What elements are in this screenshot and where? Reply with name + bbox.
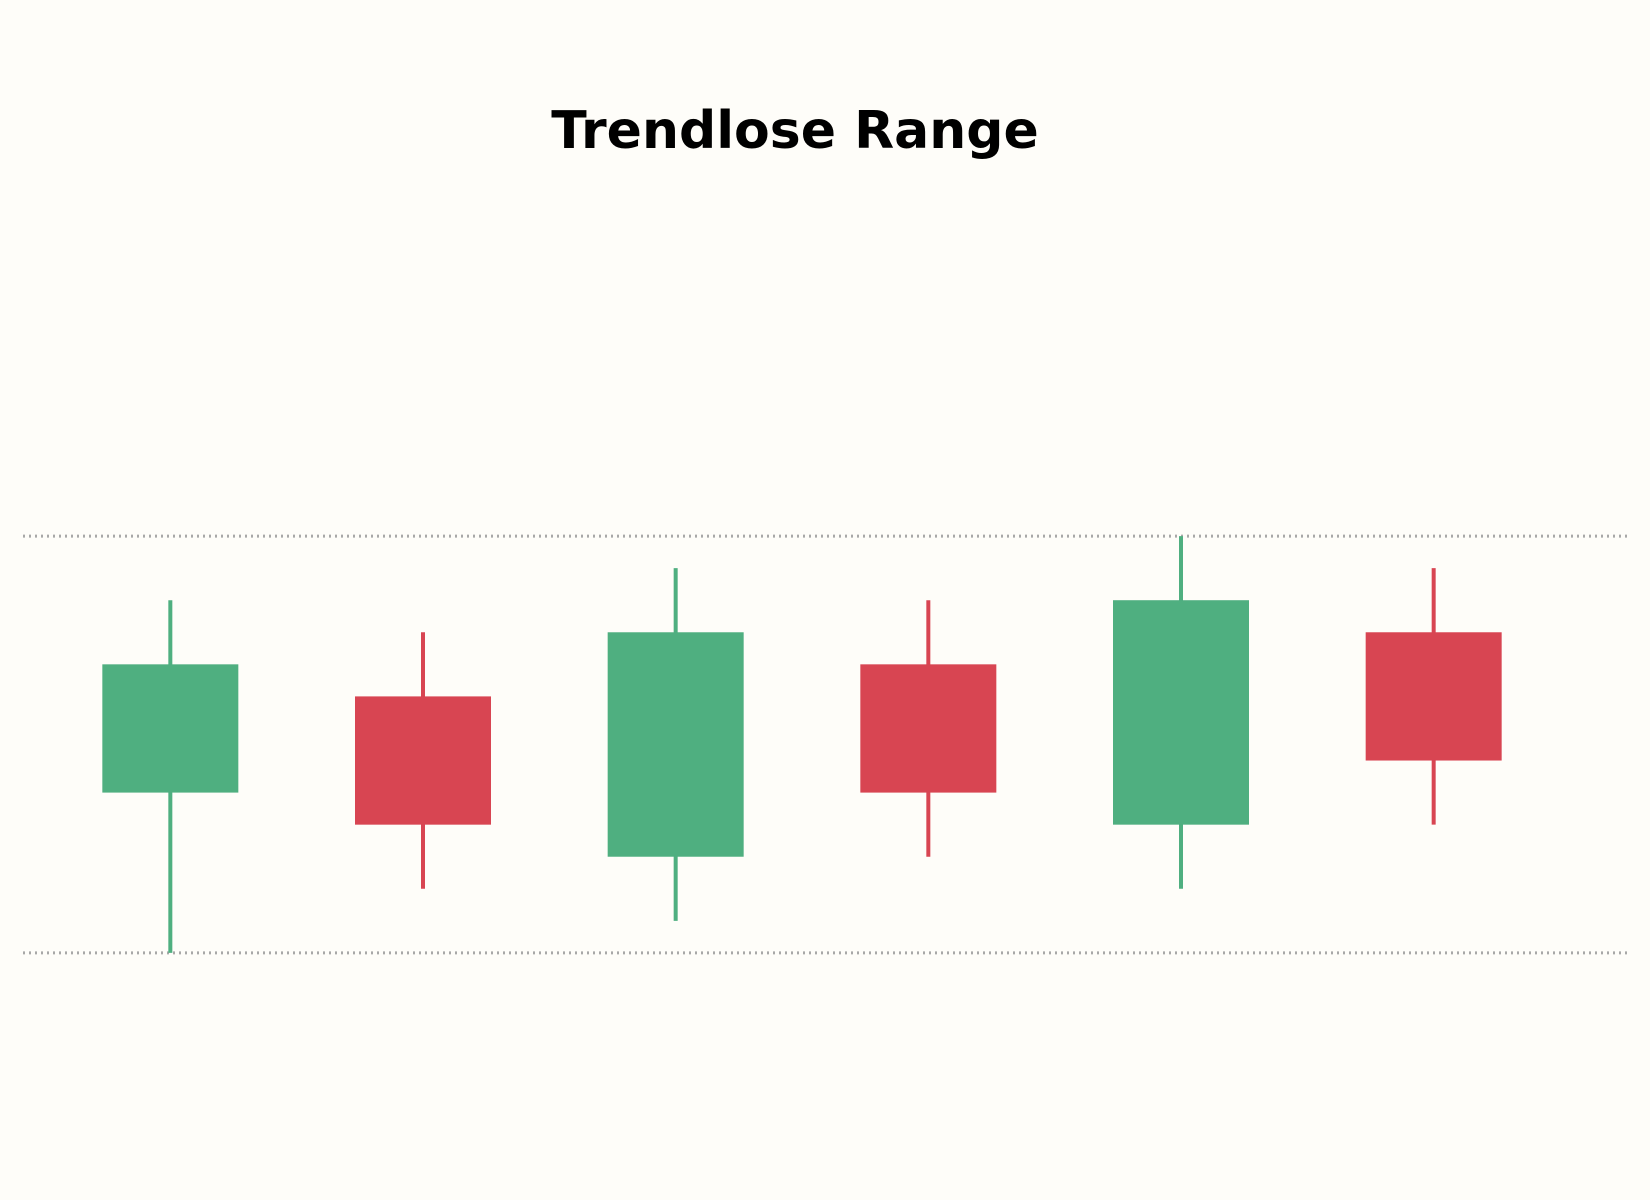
candle-body (860, 664, 997, 793)
candle-body (102, 664, 239, 793)
chart-title: Trendlose Range (551, 101, 1038, 161)
candle-body (1365, 632, 1502, 761)
candle-body (355, 696, 491, 825)
candle-body (607, 632, 744, 857)
candle-body (1113, 600, 1249, 825)
